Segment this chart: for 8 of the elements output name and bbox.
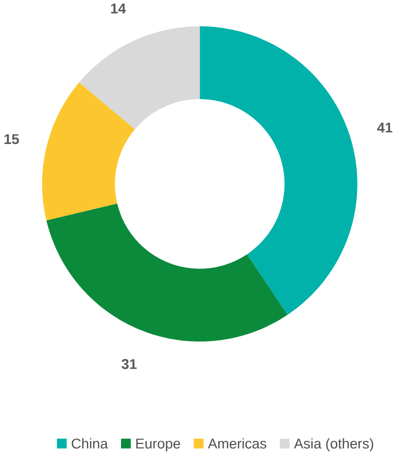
data-label: 31 <box>121 359 136 370</box>
legend-label: Europe <box>136 438 180 452</box>
data-label: 41 <box>377 122 392 132</box>
legend-label: Asia (others) <box>294 438 374 452</box>
legend-label: Americas <box>208 438 266 449</box>
data-label: 14 <box>110 4 126 14</box>
legend-label: China <box>72 438 108 449</box>
data-label: 15 <box>4 134 19 144</box>
